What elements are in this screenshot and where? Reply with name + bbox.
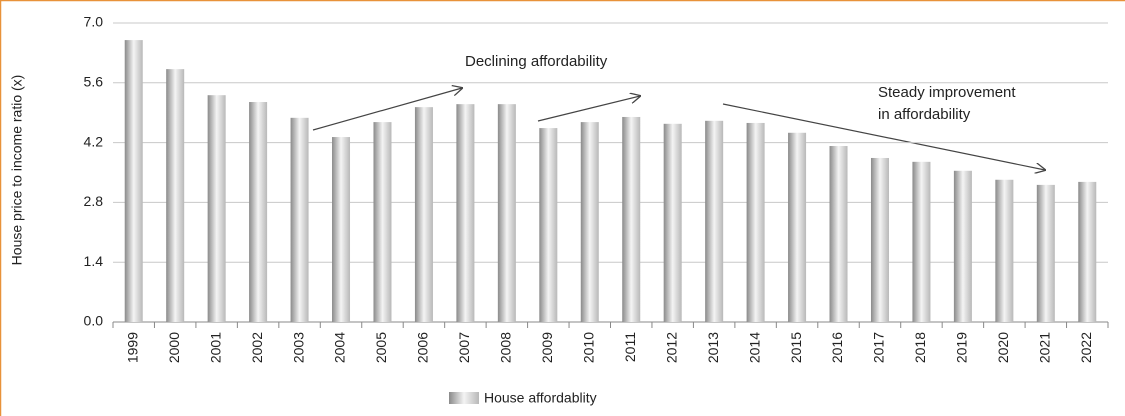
x-tick-label: 1999 xyxy=(124,332,140,363)
bar xyxy=(1036,184,1055,322)
bar xyxy=(622,116,641,322)
arrow xyxy=(537,96,640,122)
bar xyxy=(166,69,185,322)
bar xyxy=(373,122,392,323)
y-tick-label: 4.2 xyxy=(84,133,104,149)
annotation: Declining affordability xyxy=(465,53,608,70)
bar xyxy=(788,132,807,322)
x-tick-label: 2007 xyxy=(456,332,472,363)
legend-label: House affordablity xyxy=(484,390,597,406)
y-tick-label: 0.0 xyxy=(84,313,104,329)
legend-swatch xyxy=(449,392,479,404)
bar xyxy=(580,122,599,323)
y-tick-label: 1.4 xyxy=(84,253,104,269)
x-tick-label: 2021 xyxy=(1037,332,1053,363)
x-tick-label: 2010 xyxy=(580,332,596,363)
x-tick-label: 2008 xyxy=(498,332,514,363)
x-tick-label: 2022 xyxy=(1078,332,1094,363)
x-tick-label: 2014 xyxy=(746,332,762,363)
x-tick-label: 2016 xyxy=(829,332,845,363)
bar xyxy=(290,117,309,322)
x-tick-label: 2002 xyxy=(249,332,265,363)
y-tick-label: 5.6 xyxy=(84,74,104,90)
bar xyxy=(705,120,724,323)
bar xyxy=(124,40,143,322)
y-tick-label: 2.8 xyxy=(84,193,104,209)
x-tick-label: 2009 xyxy=(539,332,555,363)
x-tick-label: 2020 xyxy=(995,332,1011,363)
x-tick-label: 2003 xyxy=(290,332,306,363)
bar xyxy=(456,104,475,323)
bar xyxy=(1078,181,1097,322)
bar xyxy=(207,95,226,323)
bar xyxy=(539,128,558,322)
bar xyxy=(332,137,351,322)
annotation: Steady improvement xyxy=(878,84,1016,101)
x-tick-label: 2005 xyxy=(373,332,389,363)
arrow xyxy=(312,88,462,131)
x-tick-label: 2006 xyxy=(415,332,431,363)
x-tick-label: 2018 xyxy=(912,332,928,363)
bar xyxy=(497,104,516,323)
bar xyxy=(953,170,972,322)
arrow xyxy=(722,103,1045,170)
bar xyxy=(912,161,931,322)
bar xyxy=(746,122,765,322)
x-tick-label: 2011 xyxy=(622,332,638,362)
annotation: in affordability xyxy=(878,106,971,123)
bar xyxy=(870,157,889,322)
x-tick-label: 2004 xyxy=(332,332,348,363)
x-tick-label: 2019 xyxy=(954,332,970,363)
bar xyxy=(995,179,1014,322)
bar xyxy=(663,123,682,322)
bar xyxy=(829,146,848,322)
x-tick-label: 2013 xyxy=(705,332,721,363)
y-tick-label: 7.0 xyxy=(84,14,104,30)
y-axis-label: House price to income ratio (x) xyxy=(9,75,25,266)
x-tick-label: 2001 xyxy=(207,332,223,363)
bar xyxy=(414,107,433,322)
x-tick-label: 2000 xyxy=(166,332,182,363)
x-tick-label: 2017 xyxy=(871,332,887,363)
x-tick-label: 2015 xyxy=(788,332,804,363)
x-tick-label: 2012 xyxy=(663,332,679,363)
bar xyxy=(249,102,268,323)
